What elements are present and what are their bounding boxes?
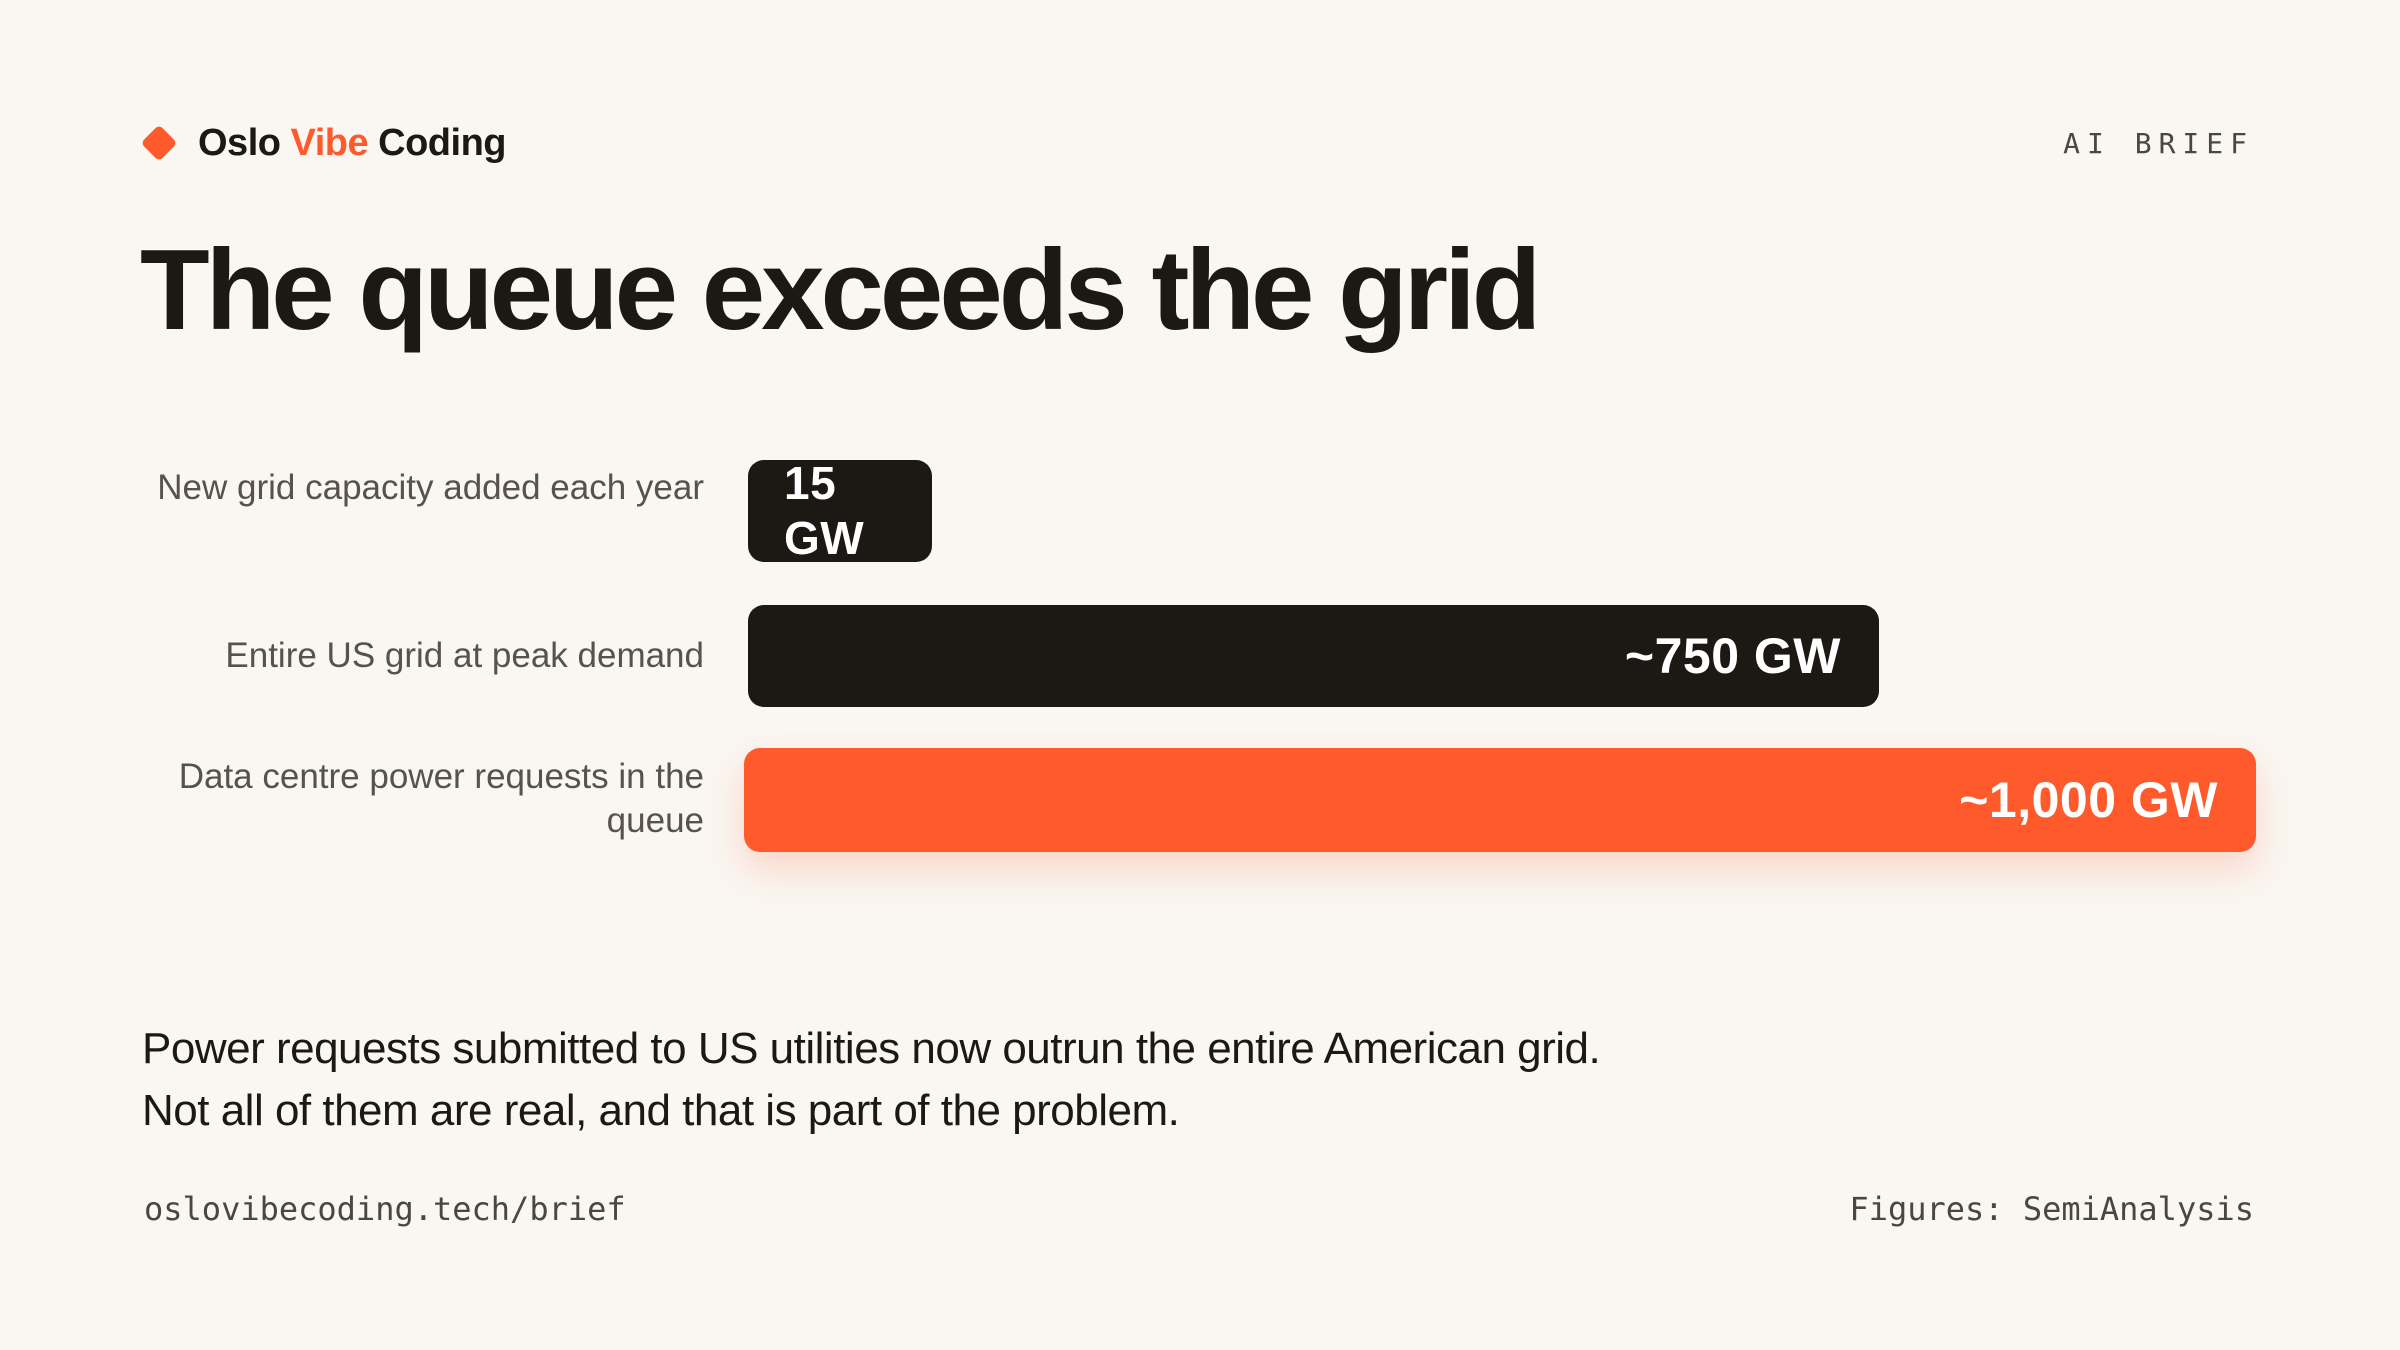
caption: Power requests submitted to US utilities… bbox=[142, 1024, 1601, 1135]
bar-chart: New grid capacity added each year 15 GW En… bbox=[157, 457, 2256, 852]
brand[interactable]: Oslo Vibe Coding bbox=[140, 122, 506, 165]
footer-source: Figures: SemiAnalysis bbox=[1849, 1190, 2254, 1228]
brief-tag: AI BRIEF bbox=[2063, 126, 2254, 160]
bar: ~750 GW bbox=[748, 605, 1879, 707]
footer: oslovibecoding.tech/brief Figures: SemiA… bbox=[144, 1190, 2254, 1228]
category-label: New grid capacity added each year bbox=[157, 468, 704, 507]
brand-name-accent: Vibe bbox=[290, 121, 369, 164]
bar: 15 GW bbox=[748, 457, 932, 564]
bar-value-label: 15 GW bbox=[784, 457, 865, 564]
page-title: The queue exceeds the grid bbox=[140, 227, 1541, 354]
brand-name: Oslo Vibe Coding bbox=[198, 122, 506, 165]
bar: ~1,000 GW bbox=[744, 748, 2256, 852]
bar-value-label: ~750 GW bbox=[1624, 628, 1841, 684]
category-label: Data centre power requests in the queue bbox=[178, 757, 704, 840]
footer-url[interactable]: oslovibecoding.tech/brief bbox=[144, 1190, 626, 1228]
category-label: Entire US grid at peak demand bbox=[225, 636, 704, 675]
bar-value-label: ~1,000 GW bbox=[1959, 772, 2218, 828]
brand-name-part2: Coding bbox=[368, 121, 506, 164]
brand-name-part1: Oslo bbox=[198, 121, 291, 164]
header: Oslo Vibe Coding AI BRIEF bbox=[140, 118, 2254, 168]
